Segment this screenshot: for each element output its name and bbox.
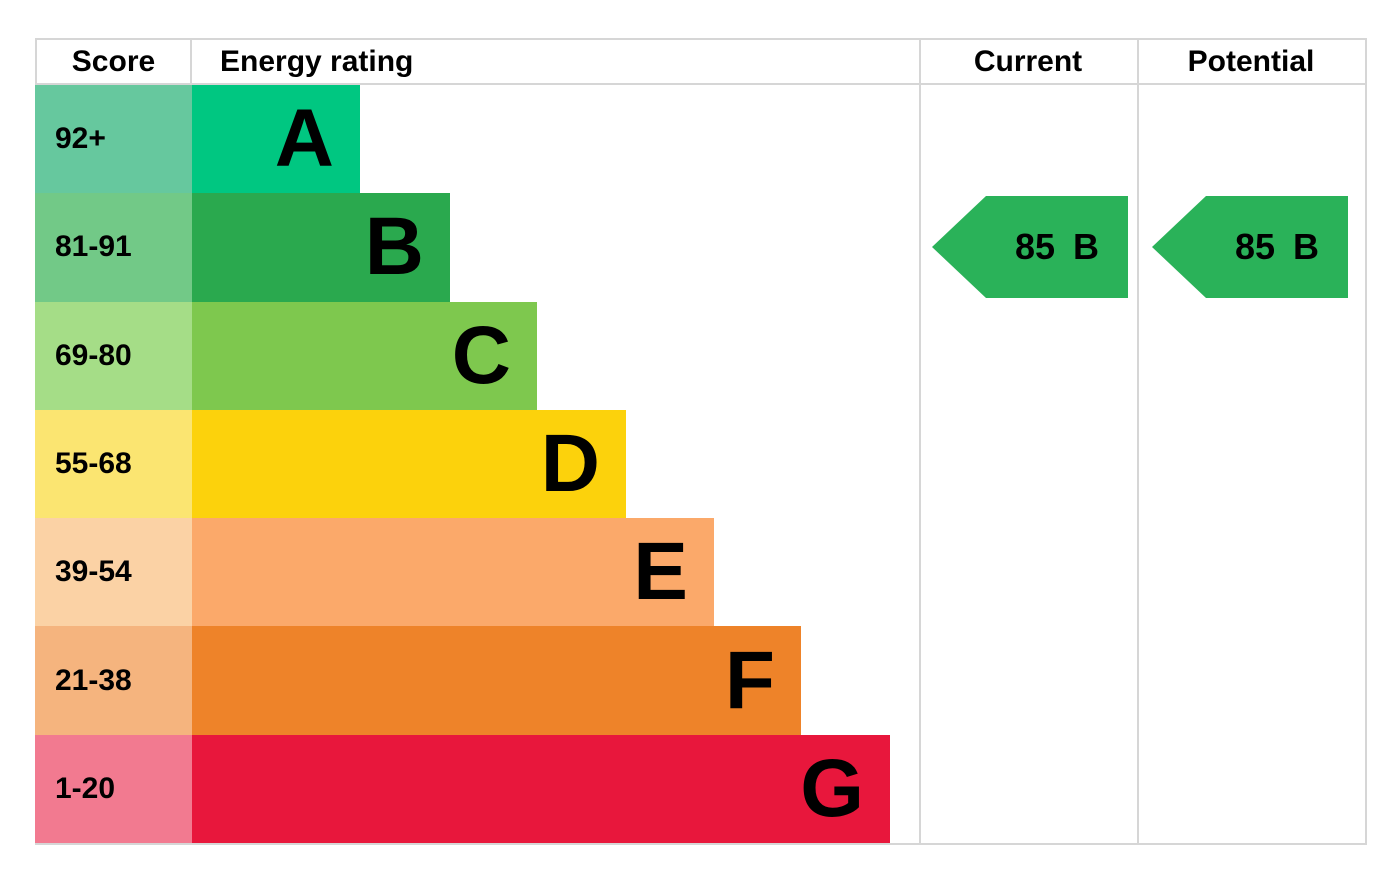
band-score-cell: 92+	[35, 85, 192, 194]
left-pointer-arrow-icon	[1152, 196, 1348, 299]
band-score-range: 1-20	[55, 771, 116, 805]
band-score-cell: 69-80	[35, 301, 192, 410]
potential-score-value: 85	[1234, 226, 1276, 268]
band-letter: F	[724, 634, 775, 726]
current-column-divider	[919, 38, 921, 845]
current-rating-arrow: 85 B	[932, 196, 1128, 299]
header-current: Current	[973, 45, 1083, 78]
header-underline	[35, 83, 1367, 85]
band-bar: E	[192, 518, 714, 627]
potential-rating-arrow: 85 B	[1152, 196, 1348, 299]
band-score-range: 92+	[55, 122, 106, 156]
band-rows: 92+ A 81-91 B 69-80 C 55-68 D 39-54	[35, 85, 1367, 843]
band-score-cell: 1-20	[35, 734, 192, 843]
band-bar: B	[192, 193, 450, 302]
band-score-range: 81-91	[55, 230, 132, 264]
band-bar: G	[192, 734, 890, 843]
table-bottom-border	[35, 843, 1367, 845]
potential-rating-label: 85 B	[1206, 196, 1348, 298]
potential-column-divider	[1137, 38, 1139, 845]
band-bar: A	[192, 85, 360, 194]
band-score-range: 21-38	[55, 663, 132, 697]
band-score-cell: 21-38	[35, 626, 192, 735]
band-bar: D	[192, 409, 626, 519]
header-left-border	[35, 38, 37, 85]
score-column-divider	[190, 38, 192, 85]
band-row: 39-54 E	[35, 518, 1367, 627]
current-band-letter: B	[1073, 226, 1100, 268]
table-right-border	[1365, 38, 1367, 845]
band-letter: A	[274, 93, 334, 185]
band-score-cell: 39-54	[35, 518, 192, 627]
table-top-border	[35, 38, 1367, 40]
header-potential: Potential	[1187, 45, 1315, 78]
band-letter: E	[633, 526, 688, 618]
current-rating-label: 85 B	[986, 196, 1128, 298]
band-row: 81-91 B	[35, 193, 1367, 302]
band-row: 55-68 D	[35, 409, 1367, 519]
header-score: Score	[71, 45, 156, 78]
band-score-cell: 55-68	[35, 409, 192, 519]
current-score-value: 85	[1014, 226, 1056, 268]
band-letter: G	[800, 742, 864, 834]
epc-rating-chart: Score Energy rating Current Potential 92…	[35, 38, 1367, 845]
band-score-range: 69-80	[55, 338, 132, 372]
band-row: 92+ A	[35, 85, 1367, 194]
header-energy-rating: Energy rating	[220, 45, 414, 78]
band-score-range: 55-68	[55, 446, 132, 480]
band-score-range: 39-54	[55, 555, 132, 589]
band-row: 69-80 C	[35, 301, 1367, 410]
band-row: 1-20 G	[35, 734, 1367, 843]
band-letter: C	[451, 309, 511, 401]
band-score-cell: 81-91	[35, 193, 192, 302]
left-pointer-arrow-icon	[932, 196, 1128, 299]
band-bar: C	[192, 301, 537, 410]
potential-band-letter: B	[1293, 226, 1320, 268]
band-letter: D	[540, 417, 600, 509]
band-bar: F	[192, 626, 801, 735]
band-letter: B	[364, 201, 424, 293]
band-row: 21-38 F	[35, 626, 1367, 735]
